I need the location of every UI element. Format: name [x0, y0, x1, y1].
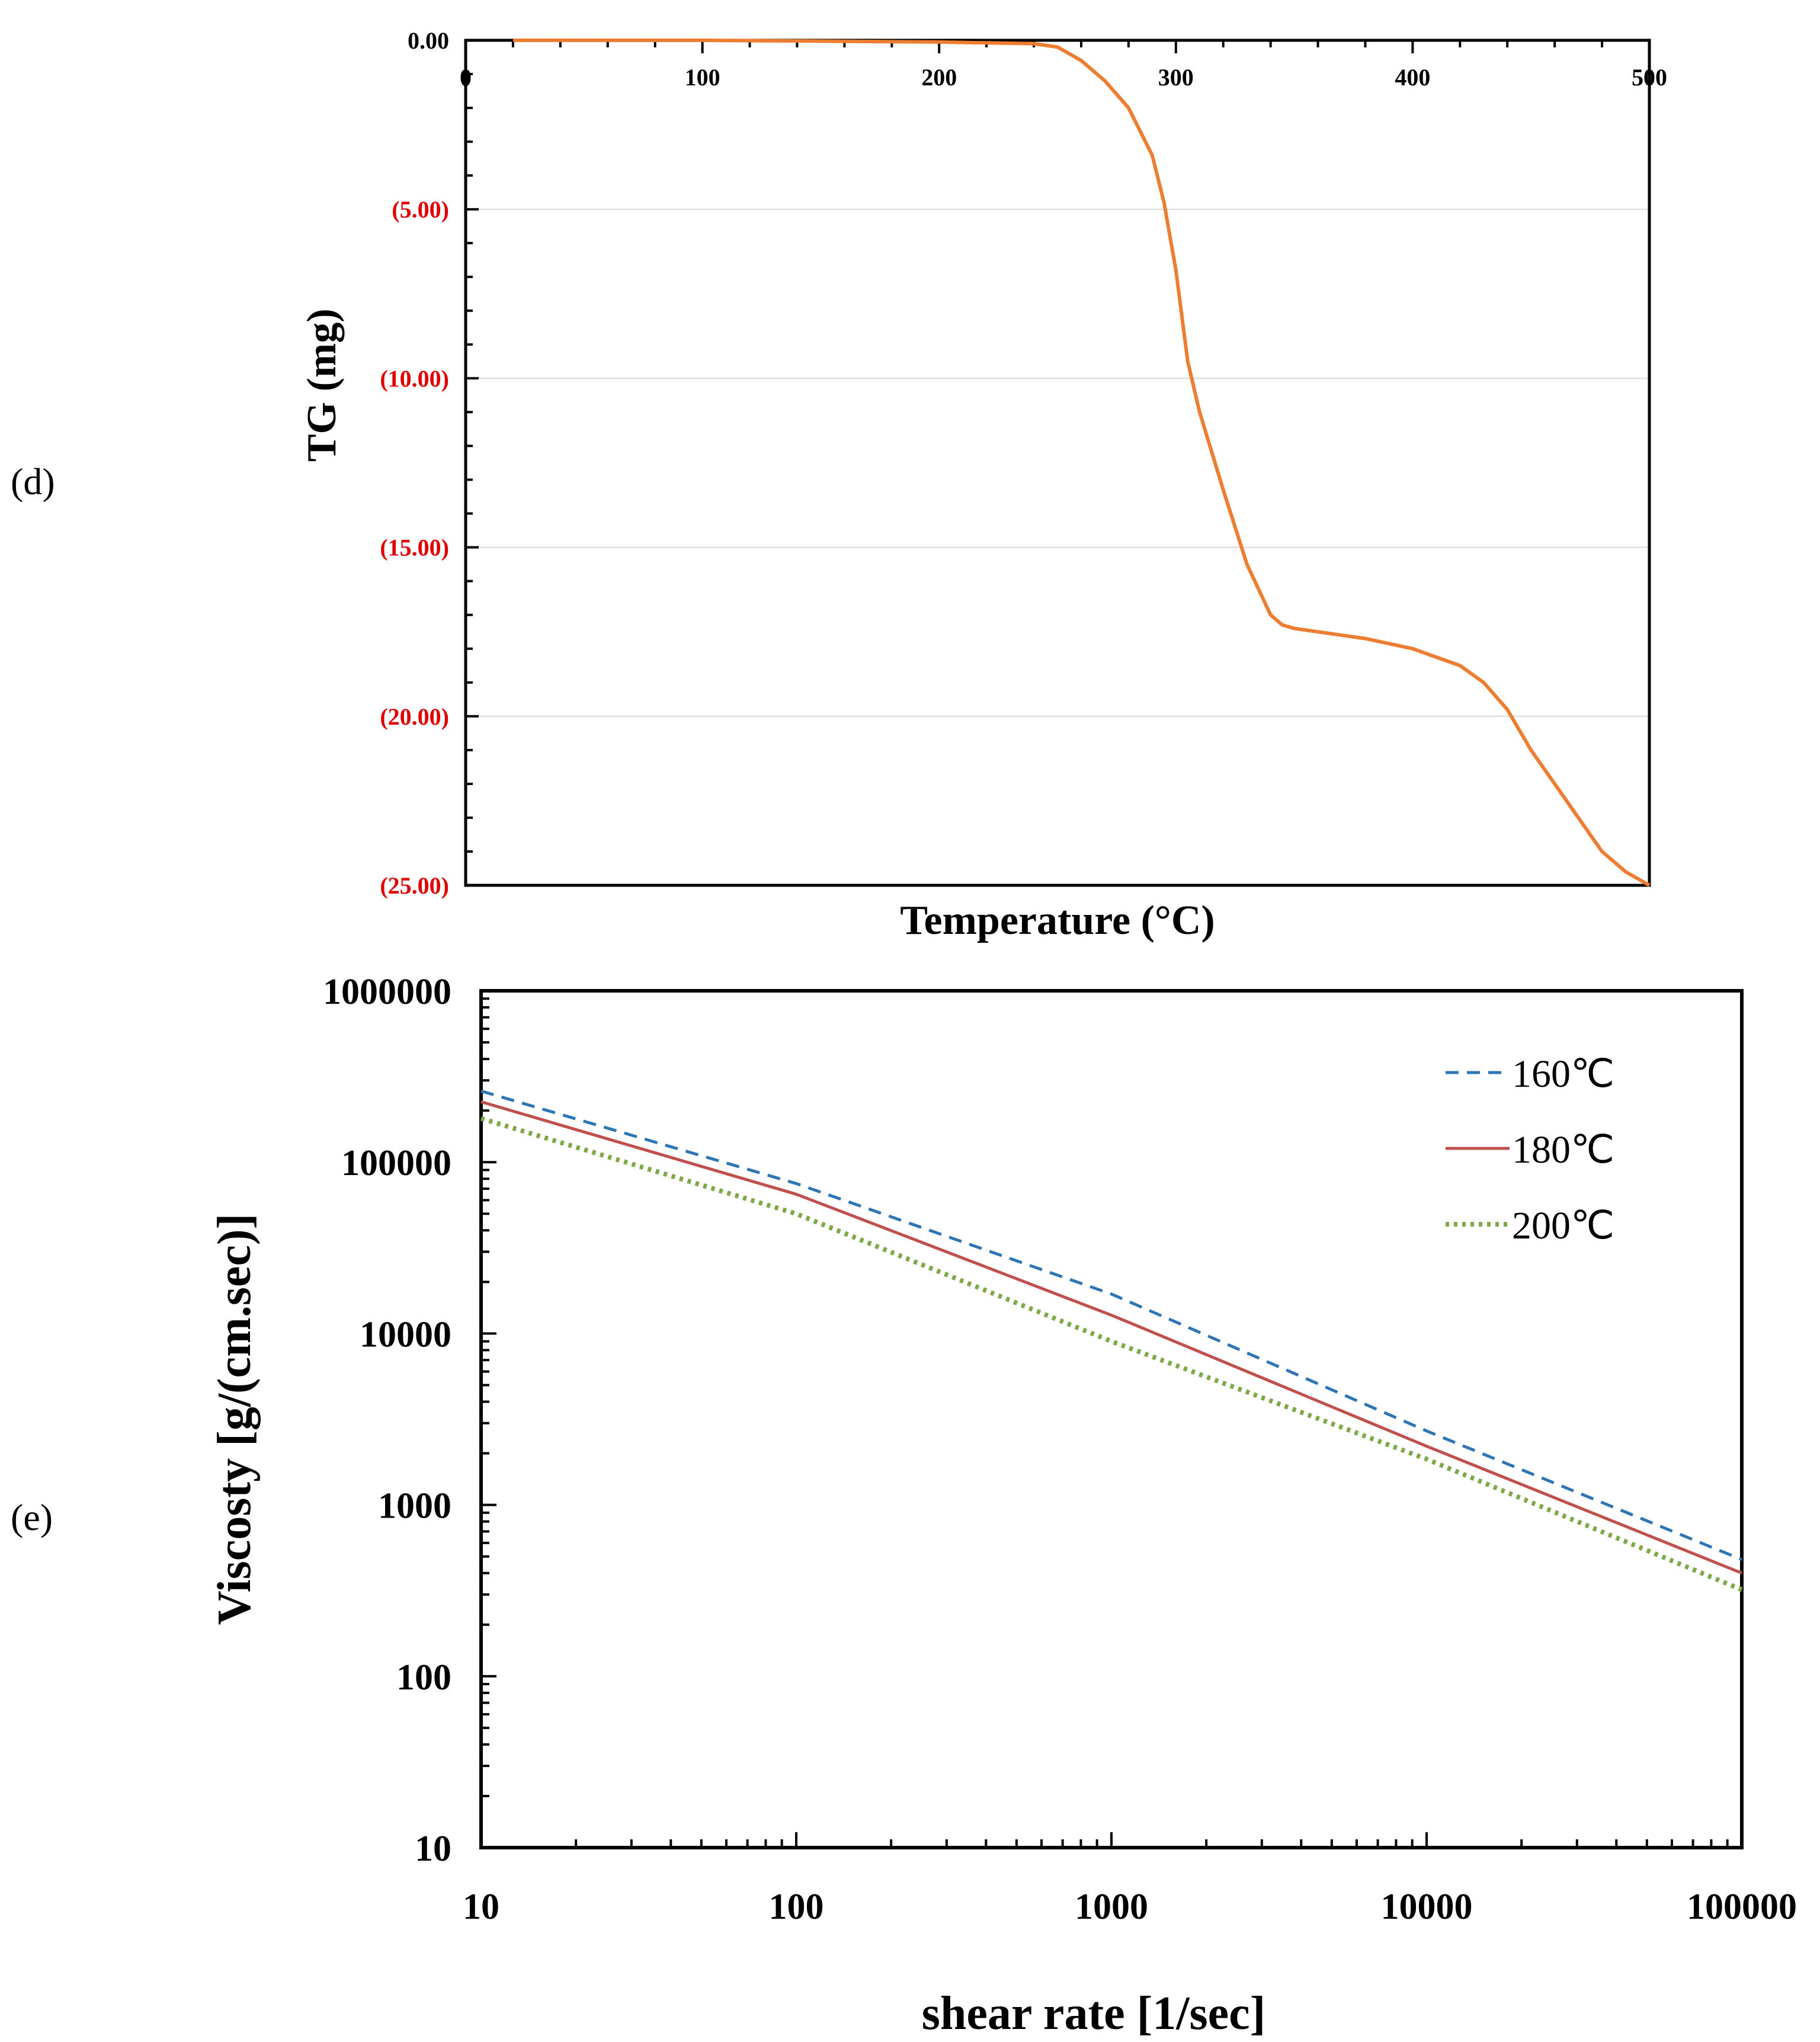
y-tick-label-5: (25.00) [380, 872, 449, 899]
x-axis-title-e: shear rate [1/sec] [922, 1987, 1266, 2040]
legend-label-2: 200℃ [1512, 1204, 1614, 1247]
plot-frame-e [479, 989, 1744, 1849]
x-tick-label-100000: 100000 [1687, 1887, 1797, 1927]
x-tick-label-100: 100 [769, 1887, 824, 1927]
tg-chart: 01002003004005000.00(5.00)(10.00)(15.00)… [299, 27, 1667, 943]
y-tick-label-1000000: 1000000 [323, 972, 451, 1012]
plot-frame-d [464, 39, 1651, 887]
y-axis-title-d: TG (mg) [299, 309, 345, 462]
series-line-1 [480, 1100, 1742, 1575]
x-tick-label-500: 500 [1632, 64, 1667, 91]
x-tick-label-200: 200 [921, 64, 957, 91]
x-tick-label-10000: 10000 [1381, 1887, 1473, 1927]
y-tick-label-3: (15.00) [380, 534, 449, 561]
y-tick-label-100: 100 [396, 1657, 451, 1698]
y-tick-label-100000: 100000 [341, 1143, 451, 1183]
panel-label-d: (d) [11, 460, 55, 503]
origin-marker [461, 70, 470, 87]
x-tick-label-10: 10 [463, 1887, 499, 1927]
series-line-0 [480, 1089, 1742, 1561]
series-line-2 [480, 1116, 1743, 1592]
panel-label-e: (e) [11, 1496, 53, 1538]
x-tick-label-1000: 1000 [1075, 1887, 1148, 1927]
x-axis-title-d: Temperature (°C) [900, 898, 1215, 943]
viscosity-chart: 10 100 1000 10000 100000 10 100 1000 10000 100000… [209, 972, 1797, 2040]
series-line-tg [512, 39, 1651, 887]
legend-label-0: 160℃ [1512, 1052, 1614, 1096]
x-tick-label-300: 300 [1158, 64, 1194, 91]
y-tick-label-10: 10 [415, 1829, 451, 1869]
y-tick-label-2: (10.00) [380, 365, 449, 392]
y-tick-label-1: (5.00) [392, 196, 449, 223]
x-tick-label-100: 100 [685, 64, 720, 91]
y-tick-label-1000: 1000 [378, 1486, 451, 1526]
y-axis-title-e: Viscosty [g/(cm.sec)] [209, 1214, 261, 1625]
y-tick-label-10000: 10000 [360, 1314, 451, 1355]
legend-label-1: 180℃ [1512, 1128, 1614, 1172]
y-tick-label-4: (20.00) [380, 703, 449, 730]
x-tick-label-400: 400 [1395, 64, 1430, 91]
y-tick-label-0: 0.00 [408, 27, 449, 54]
